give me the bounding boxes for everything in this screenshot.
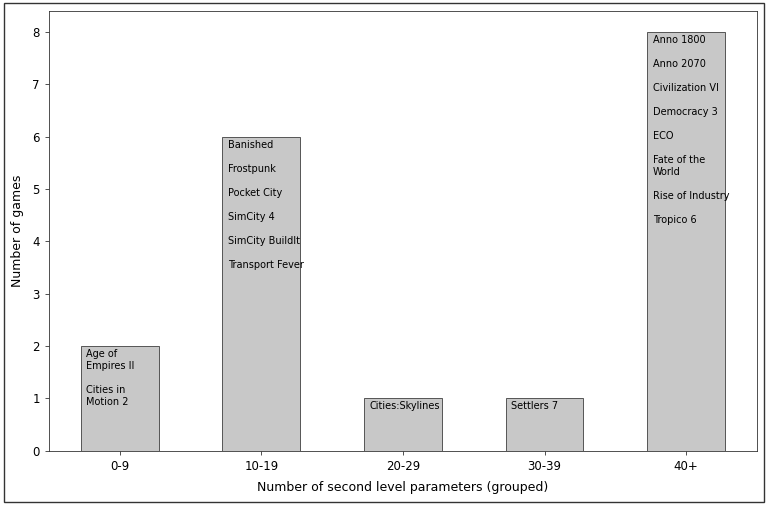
Bar <box>647 32 725 450</box>
Y-axis label: Number of games: Number of games <box>11 175 24 287</box>
Bar <box>81 346 159 450</box>
Text: Age of
Empires II

Cities in
Motion 2: Age of Empires II Cities in Motion 2 <box>87 349 135 407</box>
Text: Banished

Frostpunk

Pocket City

SimCity 4

SimCity BuildIt

Transport Fever: Banished Frostpunk Pocket City SimCity 4… <box>228 140 304 270</box>
Bar <box>223 137 300 450</box>
Bar <box>364 398 442 450</box>
X-axis label: Number of second level parameters (grouped): Number of second level parameters (group… <box>257 481 548 494</box>
Bar <box>505 398 584 450</box>
Text: Settlers 7: Settlers 7 <box>511 401 558 412</box>
Text: Cities:Skylines: Cities:Skylines <box>369 401 440 412</box>
Text: Anno 1800

Anno 2070

Civilization VI

Democracy 3

ECO

Fate of the
World

Rise: Anno 1800 Anno 2070 Civilization VI Demo… <box>653 35 730 225</box>
